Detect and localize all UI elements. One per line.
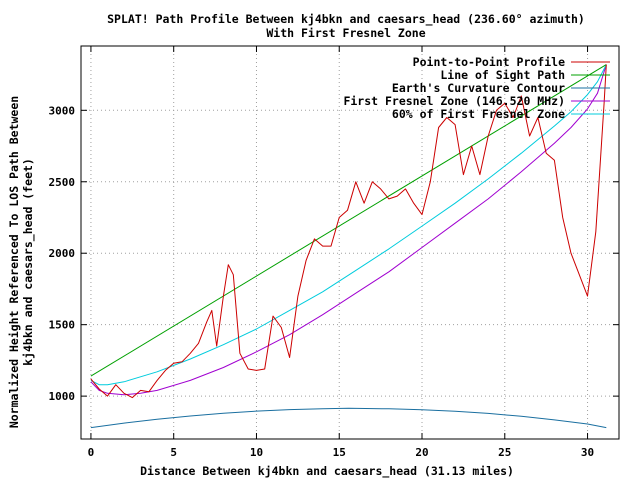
legend-label-curvature: Earth's Curvature Contour	[392, 81, 565, 95]
series-line-curvature	[90, 407, 607, 429]
series-line-fresnel60	[90, 64, 607, 386]
y-tick-label-0: 1000	[49, 390, 76, 403]
chart-subtitle: With First Fresnel Zone	[266, 26, 425, 40]
x-tick-label-3: 15	[333, 446, 346, 459]
legend-label-fresnel60: 60% of First Fresnel Zone	[392, 107, 565, 121]
x-tick-label-4: 20	[415, 446, 428, 459]
legend-label-los: Line of Sight Path	[440, 68, 565, 82]
x-tick-label-1: 5	[170, 446, 177, 459]
x-tick-label-5: 25	[498, 446, 511, 459]
chart-titles: SPLAT! Path Profile Between kj4bkn and c…	[107, 12, 585, 40]
grid	[81, 46, 619, 439]
x-axis-label: Distance Between kj4bkn and caesars_head…	[140, 464, 514, 479]
series-line-profile	[90, 64, 607, 399]
y-axis-ticks: 1000 1500 2000 2500 3000	[49, 104, 619, 403]
x-tick-label-0: 0	[88, 446, 95, 459]
y-tick-label-3: 2500	[49, 176, 76, 189]
chart-title: SPLAT! Path Profile Between kj4bkn and c…	[107, 12, 585, 27]
x-axis-ticks: 0 5 10 15 20 25 30	[88, 46, 594, 459]
legend-label-fresnel: First Fresnel Zone (146.520 MHz)	[343, 94, 565, 108]
series-line-fresnel	[90, 64, 607, 396]
legend-label-profile: Point-to-Point Profile	[413, 55, 565, 69]
y-tick-label-4: 3000	[49, 104, 76, 117]
y-axis-label-line2: kj4bkn and caesars_head (feet)	[21, 158, 36, 366]
x-tick-label-2: 10	[250, 446, 263, 459]
y-tick-label-2: 2000	[49, 247, 76, 260]
y-axis-label-group: Normalized Height Referenced To LOS Path…	[7, 96, 36, 428]
y-axis-label-line1: Normalized Height Referenced To LOS Path…	[7, 96, 21, 428]
series-line-los	[90, 64, 607, 377]
x-tick-label-6: 30	[581, 446, 594, 459]
legend: Point-to-Point Profile Line of Sight Pat…	[343, 55, 610, 121]
series-layer	[90, 64, 607, 429]
y-tick-label-1: 1500	[49, 319, 76, 332]
plot-frame	[80, 45, 620, 440]
